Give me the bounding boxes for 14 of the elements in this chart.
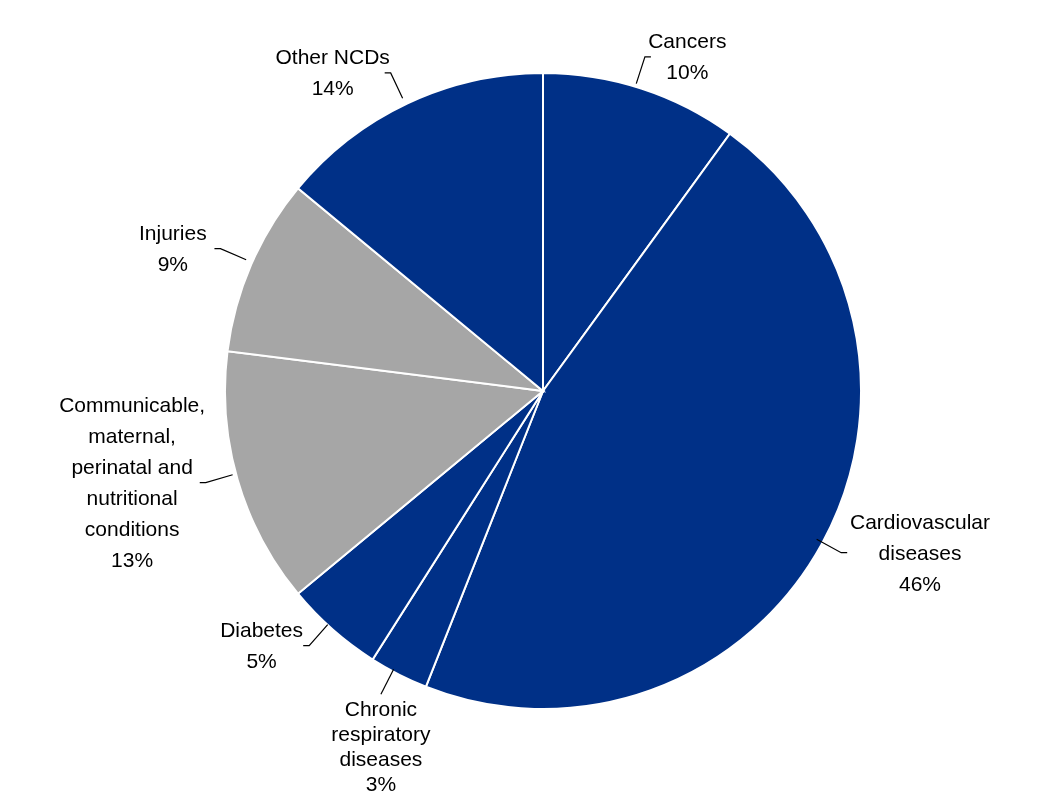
slice-label: Cardiovascular diseases (849, 509, 991, 564)
data-label: 46% (898, 571, 942, 595)
slice-label: Chronic respiratory diseases (331, 697, 432, 771)
data-label: 10% (666, 60, 709, 84)
slice-label: Injuries (139, 221, 207, 245)
data-label: 14% (311, 76, 354, 100)
slice-label: Diabetes (220, 618, 304, 642)
data-label: 13% (111, 548, 154, 572)
data-label: 9% (157, 252, 189, 276)
slice-label: Communicable, maternal, perinatal and nutritional conditions (59, 393, 206, 541)
slice-label: Cancers (648, 29, 727, 53)
data-label: 5% (246, 649, 277, 673)
data-label: 3% (365, 772, 397, 796)
slice-label: Other NCDs (275, 45, 390, 69)
